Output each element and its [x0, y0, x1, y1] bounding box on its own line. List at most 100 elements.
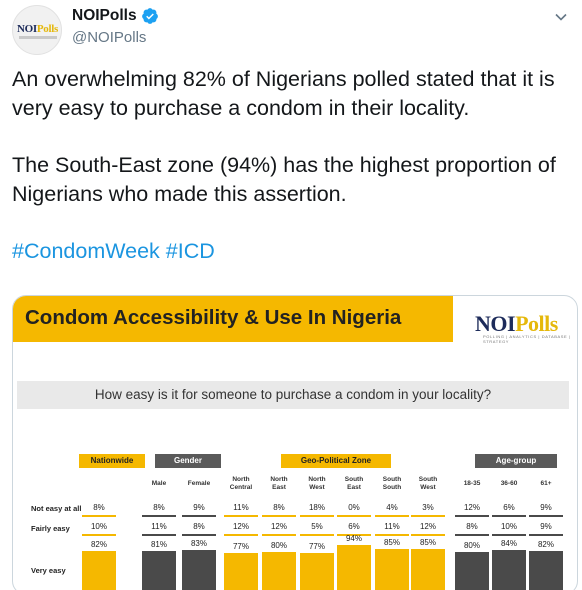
column-label-line: West: [309, 484, 325, 491]
data-label: 9%: [540, 522, 552, 531]
data-label: 4%: [386, 503, 398, 512]
column-label-line: West: [420, 484, 436, 491]
avatar[interactable]: NOIPolls: [12, 5, 62, 55]
bar-mark: [375, 515, 409, 517]
data-label: 9%: [193, 503, 205, 512]
data-label: 12%: [232, 522, 249, 531]
bar-mark: [455, 534, 489, 536]
bar-mark: [142, 551, 176, 590]
group-geo-political-zone: Geo-Political Zone: [281, 454, 391, 468]
data-label: 77%: [232, 542, 249, 551]
data-label: 11%: [151, 522, 167, 531]
column-label-line: South: [344, 476, 364, 483]
tweet-paragraph-1: An overwhelming 82% of Nigerians polled …: [12, 67, 555, 120]
bar-mark: [337, 515, 371, 517]
bar-mark: [182, 534, 216, 536]
group-nationwide: Nationwide: [79, 454, 145, 468]
data-label: 9%: [540, 503, 552, 512]
user-handle[interactable]: @NOIPolls: [72, 29, 147, 46]
column-label: 61+: [529, 480, 563, 488]
column-label-line: South: [382, 484, 402, 491]
column-label: North East: [262, 476, 296, 492]
bar-mark: [224, 553, 258, 590]
group-age: Age-group: [475, 454, 557, 468]
column-label-line: South: [418, 476, 438, 483]
column-label-line: 61+: [540, 480, 552, 487]
bar-mark: [82, 551, 116, 590]
data-label: 3%: [422, 503, 434, 512]
verified-badge-icon: [141, 8, 158, 24]
user-info[interactable]: NOIPolls @NOIPolls: [72, 7, 159, 46]
column-label: South West: [411, 476, 445, 492]
data-label: 5%: [311, 522, 323, 531]
avatar-logo: NOIPolls: [17, 23, 59, 35]
column-label-line: Male: [151, 480, 167, 487]
column-label: Male: [142, 480, 176, 488]
bar-mark: [182, 515, 216, 517]
bar-mark: [262, 515, 296, 517]
bar-mark: [337, 534, 371, 536]
bar-mark: [411, 515, 445, 517]
data-label: 84%: [500, 539, 517, 548]
brand-logo: NOIPolls: [475, 311, 558, 336]
bar-mark: [224, 534, 258, 536]
column-label: North Central: [224, 476, 258, 492]
bar-mark: [529, 515, 563, 517]
row-label-not-easy: Not easy at all: [31, 504, 82, 513]
bar-mark: [492, 550, 526, 590]
hashtags: #CondomWeek #ICD: [12, 237, 572, 266]
avatar-logo-bar: [19, 36, 57, 39]
bar-mark: [300, 515, 334, 517]
bar-mark: [455, 552, 489, 590]
bar-mark: [411, 534, 445, 536]
column-label-line: North: [270, 476, 288, 483]
chevron-down-icon[interactable]: [554, 10, 568, 24]
data-label: 77%: [308, 542, 325, 551]
bar-mark: [82, 534, 116, 536]
data-label: 10%: [90, 522, 107, 531]
bar-mark: [142, 515, 176, 517]
data-label: 8%: [193, 522, 205, 531]
data-label: 11%: [233, 503, 249, 512]
bar-mark: [375, 549, 409, 590]
card-banner: Condom Accessibility & Use In Nigeria: [13, 296, 453, 342]
column-label: North West: [300, 476, 334, 492]
brand-tagline: POLLING | ANALYTICS | DATABASE | STRATEG…: [483, 334, 571, 344]
data-label: 6%: [503, 503, 515, 512]
bar-mark: [182, 550, 216, 590]
data-label: 6%: [348, 522, 360, 531]
data-label: 8%: [466, 522, 478, 531]
column-label-line: North: [232, 476, 250, 483]
tweet-image-card[interactable]: Condom Accessibility & Use In Nigeria NO…: [12, 295, 578, 590]
row-label-very-easy: Very easy: [31, 566, 66, 575]
column-label-line: East: [272, 484, 286, 491]
bar-mark: [82, 515, 116, 517]
data-label: 80%: [270, 541, 287, 550]
card-title: Condom Accessibility & Use In Nigeria: [25, 306, 402, 329]
bar-mark: [262, 534, 296, 536]
column-label-line: Central: [229, 484, 253, 491]
hashtag-icd[interactable]: #ICD: [165, 239, 215, 263]
data-label: 82%: [537, 540, 554, 549]
user-name[interactable]: NOIPolls: [72, 7, 137, 24]
data-label: 85%: [383, 538, 400, 547]
bar-mark: [492, 515, 526, 517]
bar-mark: [300, 534, 334, 536]
data-label: 81%: [150, 540, 167, 549]
tweet-text: An overwhelming 82% of Nigerians polled …: [12, 65, 572, 266]
hashtag-condomweek[interactable]: #CondomWeek: [12, 239, 160, 263]
data-label: 12%: [270, 522, 287, 531]
data-label: 8%: [93, 503, 105, 512]
data-label: 12%: [463, 503, 480, 512]
bar-mark: [224, 515, 258, 517]
data-label: 10%: [500, 522, 517, 531]
column-label-line: Female: [187, 480, 211, 487]
column-label: 36-60: [492, 480, 526, 488]
bar-mark: [142, 534, 176, 536]
user-name-row[interactable]: NOIPolls: [72, 7, 159, 25]
data-label: 12%: [419, 522, 436, 531]
bar-mark: [492, 534, 526, 536]
data-label: 8%: [273, 503, 285, 512]
survey-question: How easy is it for someone to purchase a…: [17, 381, 569, 409]
data-label: 11%: [384, 522, 400, 531]
